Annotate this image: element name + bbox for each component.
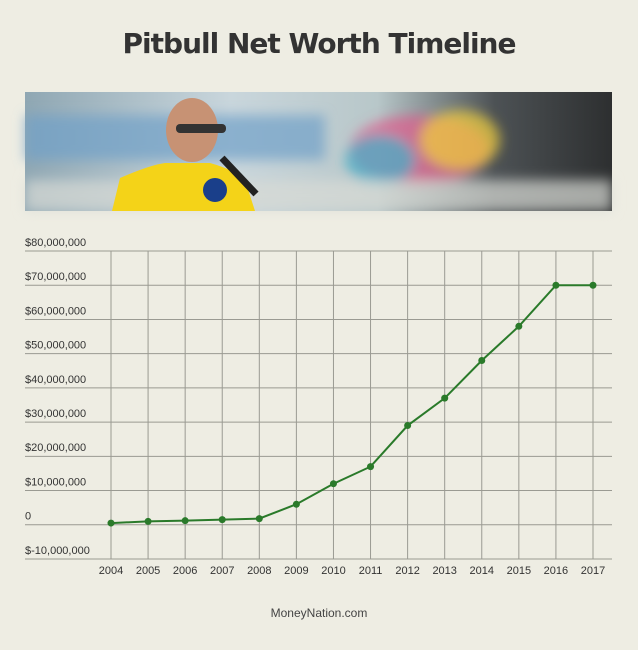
point bbox=[255, 515, 263, 523]
y-tick-label: $40,000,000 bbox=[25, 374, 86, 386]
point bbox=[329, 480, 337, 488]
point bbox=[144, 517, 152, 525]
x-tick-label: 2011 bbox=[359, 565, 383, 577]
chart-title: Pitbull Net Worth Timeline bbox=[123, 27, 516, 60]
y-tick-label: $60,000,000 bbox=[25, 305, 86, 317]
point bbox=[367, 463, 375, 471]
y-tick-label: $-10,000,000 bbox=[25, 545, 90, 557]
x-tick-label: 2013 bbox=[432, 565, 456, 577]
y-tick-label: 0 bbox=[25, 511, 31, 523]
point bbox=[552, 281, 560, 289]
x-tick-label: 2007 bbox=[210, 565, 234, 577]
point bbox=[515, 322, 523, 330]
source: MoneyNation.com bbox=[271, 606, 368, 620]
point bbox=[181, 517, 189, 525]
point bbox=[292, 500, 300, 508]
x-tick-label: 2016 bbox=[544, 565, 568, 577]
point bbox=[218, 516, 226, 524]
x-tick-label: 2012 bbox=[395, 565, 419, 577]
x-tick-label: 2006 bbox=[173, 565, 197, 577]
x-tick-label: 2014 bbox=[470, 565, 494, 577]
point bbox=[441, 394, 449, 402]
x-tick-label: 2005 bbox=[136, 565, 160, 577]
banner-photo bbox=[25, 92, 612, 211]
y-tick-label: $80,000,000 bbox=[25, 237, 86, 249]
y-tick-label: $20,000,000 bbox=[25, 442, 86, 454]
y-tick-label: $70,000,000 bbox=[25, 271, 86, 283]
point bbox=[478, 357, 486, 365]
x-tick-label: 2008 bbox=[247, 565, 271, 577]
line bbox=[110, 284, 593, 525]
point bbox=[404, 422, 412, 430]
y-tick-label: $10,000,000 bbox=[25, 476, 86, 488]
point bbox=[107, 519, 115, 527]
y-tick-label: $30,000,000 bbox=[25, 408, 86, 420]
y-tick-label: $50,000,000 bbox=[25, 340, 86, 352]
x-tick-label: 2017 bbox=[581, 565, 605, 577]
x-tick-label: 2004 bbox=[99, 565, 123, 577]
point bbox=[589, 281, 597, 289]
x-tick-label: 2009 bbox=[284, 565, 308, 577]
x-tick-label: 2010 bbox=[321, 565, 345, 577]
x-tick-label: 2015 bbox=[507, 565, 531, 577]
